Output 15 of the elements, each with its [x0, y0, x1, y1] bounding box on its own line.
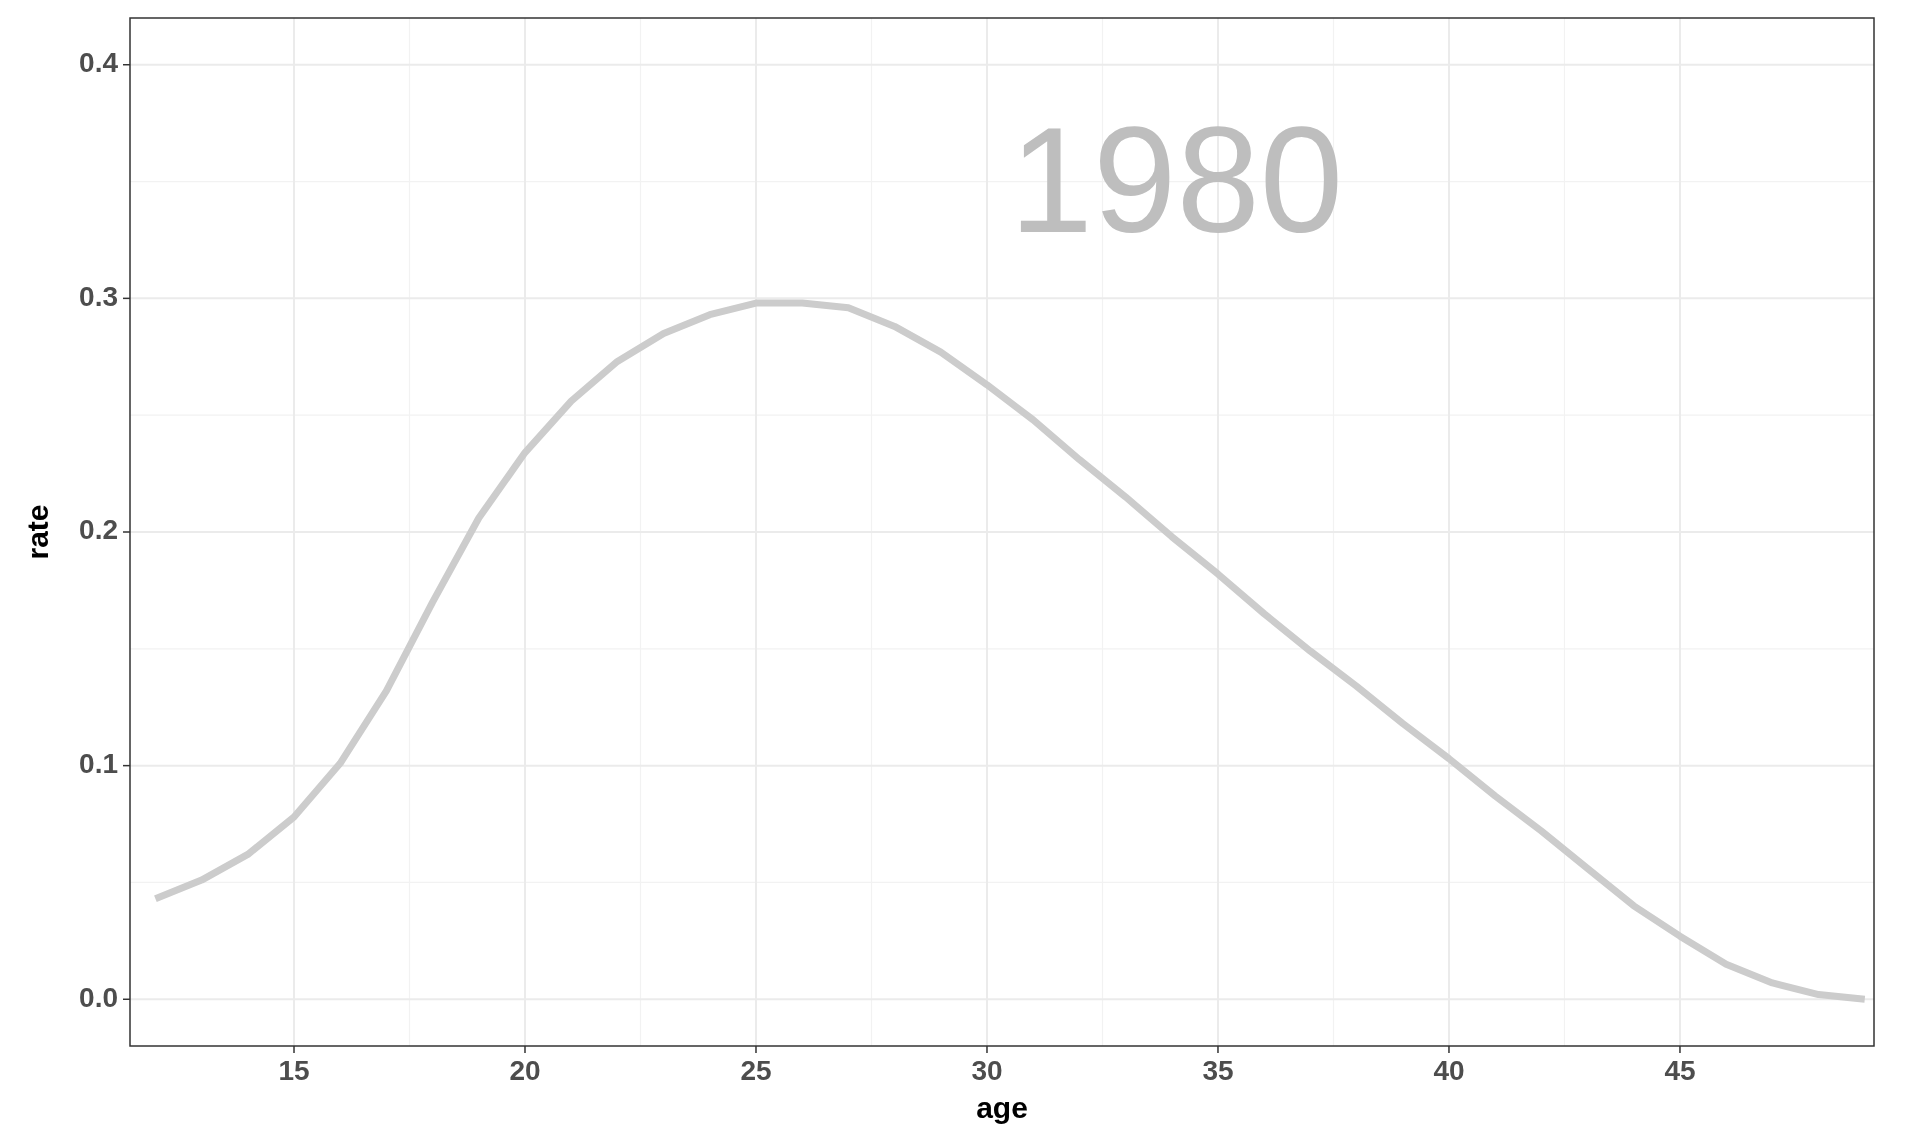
- y-tick-label: 0.0: [79, 981, 118, 1013]
- x-tick-label: 35: [1202, 1055, 1234, 1086]
- y-tick-label: 0.4: [79, 47, 119, 79]
- y-axis-title: rate: [21, 504, 54, 560]
- x-tick-label: 45: [1664, 1055, 1696, 1086]
- x-tick-label: 40: [1433, 1055, 1465, 1086]
- y-tick-label: 0.3: [79, 280, 118, 312]
- x-tick-label: 25: [740, 1055, 772, 1086]
- x-tick-label: 30: [971, 1055, 1003, 1086]
- y-tick-label: 0.2: [79, 514, 118, 546]
- y-tick-label: 0.1: [79, 748, 118, 780]
- annotation: 1980: [1009, 96, 1344, 265]
- x-tick-label: 15: [278, 1055, 310, 1086]
- x-axis-title: age: [976, 1091, 1028, 1124]
- x-tick-label: 20: [509, 1055, 541, 1086]
